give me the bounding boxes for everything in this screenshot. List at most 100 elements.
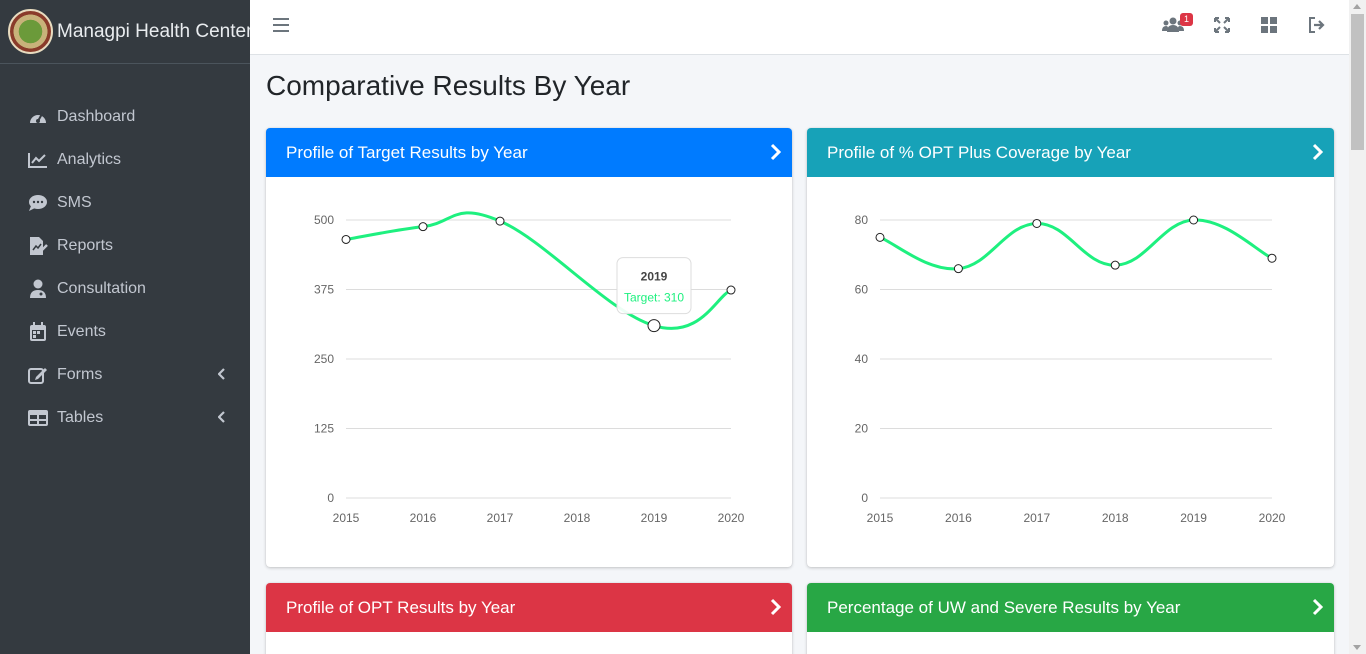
sidebar-item-sms[interactable]: SMS: [0, 181, 250, 224]
x-tick-label: 2016: [945, 511, 972, 525]
y-tick-label: 500: [314, 213, 334, 227]
tooltip-title: 2019: [641, 270, 668, 284]
x-tick-label: 2016: [410, 511, 437, 525]
chevron-left-icon: [217, 367, 226, 385]
sidebar-item-consultation[interactable]: Consultation: [0, 267, 250, 310]
data-point: [1267, 253, 1277, 263]
doctor-icon: [28, 279, 48, 299]
x-tick-label: 2017: [1023, 511, 1050, 525]
sidebar-item-label: Consultation: [57, 279, 146, 297]
x-tick-label: 2018: [1102, 511, 1129, 525]
data-point: [875, 232, 885, 242]
y-tick-label: 250: [314, 352, 334, 366]
data-point: [1110, 260, 1120, 270]
data-point: [495, 216, 505, 226]
users-notification-button[interactable]: 1: [1161, 13, 1193, 38]
data-point: [341, 234, 351, 244]
data-point: [418, 222, 428, 232]
y-tick-label: 125: [314, 422, 334, 436]
expand-icon: [1214, 16, 1230, 38]
tachometer-icon: [28, 107, 48, 127]
top-navbar: 1: [250, 0, 1350, 55]
x-tick-label: 2018: [564, 511, 591, 525]
data-point: [1189, 215, 1199, 225]
sidebar-item-label: SMS: [57, 193, 92, 211]
card-opt-results: Profile of OPT Results by Year: [266, 583, 792, 654]
sidebar-item-label: Analytics: [57, 150, 122, 168]
opt-plus-coverage-chart: 0 20 40 60 80 2015 2016 2017 2018 2019 2020: [855, 213, 1286, 525]
card-target-results: Profile of Target Results by Year 0 125 25…: [266, 128, 792, 567]
page-scrollbar[interactable]: [1349, 0, 1366, 654]
tooltip-box: [616, 257, 692, 315]
logout-button[interactable]: [1305, 16, 1329, 38]
sidebar-item-label: Events: [57, 322, 106, 340]
card-title: Profile of Target Results by Year: [286, 142, 528, 162]
data-point: [1032, 218, 1042, 228]
card-header: Percentage of UW and Severe Results by Y…: [807, 583, 1334, 632]
y-tick-label: 20: [855, 422, 869, 436]
y-tick-label: 40: [855, 352, 869, 366]
x-tick-label: 2017: [487, 511, 514, 525]
y-tick-label: 80: [855, 213, 869, 227]
scroll-thumb[interactable]: [1351, 14, 1364, 150]
chevron-right-icon[interactable]: [1312, 598, 1324, 621]
sidebar-item-label: Tables: [57, 408, 104, 426]
brand-logo: [8, 9, 53, 54]
sign-out-icon: [1308, 16, 1326, 38]
chevron-right-icon[interactable]: [770, 143, 782, 166]
target-results-chart: 0 125 250 375 500 2015 2016 2017 2018 2019 2020 201…: [314, 211, 745, 525]
brand-name: Managpi Health Center: [57, 20, 253, 42]
card-body: 0 125 250 375 500 2015 2016 2017 2018 2019 2020 201…: [266, 177, 792, 567]
edit-icon: [28, 365, 48, 385]
scroll-down-arrow[interactable]: [1353, 645, 1361, 650]
report-icon: [28, 236, 48, 256]
card-uw-severe-results: Percentage of UW and Severe Results by Y…: [807, 583, 1334, 654]
sidebar-item-analytics[interactable]: Analytics: [0, 138, 250, 181]
brand-link[interactable]: Managpi Health Center: [0, 0, 253, 64]
y-tick-label: 375: [314, 283, 334, 297]
chevron-right-icon[interactable]: [1312, 143, 1324, 166]
sidebar-item-forms[interactable]: Forms: [0, 353, 250, 396]
series-line: [345, 211, 732, 330]
sidebar-item-label: Forms: [57, 365, 103, 383]
data-point: [647, 319, 661, 333]
sidebar-item-events[interactable]: Events: [0, 310, 250, 353]
sidebar-item-reports[interactable]: Reports: [0, 224, 250, 267]
card-title: Profile of OPT Results by Year: [286, 597, 516, 617]
sidebar-item-dashboard[interactable]: Dashboard: [0, 95, 250, 138]
sidebar-item-label: Reports: [57, 236, 114, 254]
y-tick-label: 0: [861, 491, 868, 505]
card-body: 0 20 40 60 80 2015 2016 2017 2018 2019 2020: [807, 177, 1334, 567]
x-tick-label: 2020: [1259, 511, 1286, 525]
sidebar-nav: Dashboard Analytics SMS Reports Consulta…: [0, 95, 250, 439]
sidebar-item-label: Dashboard: [57, 107, 136, 125]
x-tick-label: 2019: [1180, 511, 1207, 525]
x-tick-label: 2019: [641, 511, 668, 525]
y-tick-label: 0: [327, 491, 334, 505]
series-line: [879, 218, 1273, 271]
x-tick-label: 2015: [333, 511, 360, 525]
card-title: Profile of % OPT Plus Coverage by Year: [827, 142, 1131, 162]
x-tick-label: 2020: [718, 511, 745, 525]
chart-tooltip: 2019 Target: 310: [616, 257, 692, 315]
data-point: [953, 264, 963, 274]
scroll-up-arrow[interactable]: [1353, 4, 1361, 9]
calendar-icon: [28, 321, 48, 342]
sidebar: Managpi Health Center Dashboard Analytic…: [0, 0, 253, 654]
line-chart-icon: [28, 150, 48, 170]
card-header: Profile of Target Results by Year: [266, 128, 792, 177]
sidebar-item-tables[interactable]: Tables: [0, 396, 250, 439]
fullscreen-button[interactable]: [1210, 16, 1234, 38]
card-header: Profile of % OPT Plus Coverage by Year: [807, 128, 1334, 177]
notification-badge: 1: [1179, 13, 1193, 26]
table-icon: [28, 408, 48, 428]
page-title: Comparative Results By Year: [266, 70, 631, 101]
control-sidebar-button[interactable]: [1257, 16, 1281, 38]
y-tick-label: 60: [855, 283, 869, 297]
card-title: Percentage of UW and Severe Results by Y…: [827, 597, 1181, 617]
chevron-right-icon[interactable]: [770, 598, 782, 621]
card-opt-plus-coverage: Profile of % OPT Plus Coverage by Year 0…: [807, 128, 1334, 567]
grid-icon: [1261, 16, 1277, 38]
chevron-left-icon: [217, 410, 226, 428]
menu-toggle-icon[interactable]: [273, 18, 289, 32]
